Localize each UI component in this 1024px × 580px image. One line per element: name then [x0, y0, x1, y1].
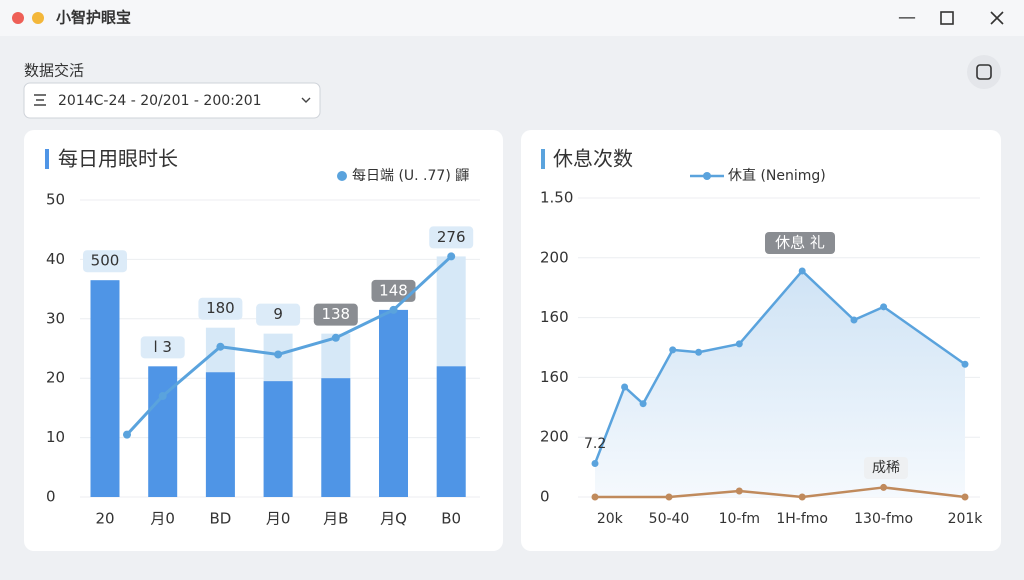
line-point	[274, 350, 283, 359]
annotation: 7.2	[584, 436, 606, 452]
y-tick-label: 40	[46, 250, 65, 268]
title-accent	[541, 149, 545, 169]
callout-box	[864, 457, 908, 479]
line-point	[961, 360, 969, 368]
line-point	[216, 342, 225, 351]
y-tick-label: 200	[540, 428, 569, 446]
callout-box	[313, 303, 358, 326]
x-tick-label: 201k	[948, 511, 984, 527]
line-point	[331, 333, 340, 342]
area	[595, 270, 965, 497]
line-point	[961, 493, 969, 501]
filter-icon	[34, 94, 46, 106]
callout-box	[198, 297, 243, 320]
y-tick-label: 20	[46, 369, 65, 387]
line-point	[735, 487, 743, 495]
close[interactable]	[990, 11, 1004, 25]
callout-box	[140, 336, 185, 359]
y-tick-label: 1.50	[540, 189, 573, 207]
callout: 180	[206, 299, 235, 317]
callout-box	[83, 250, 127, 273]
line-point	[123, 430, 131, 439]
x-tick-label: 月0	[150, 510, 175, 528]
line-point	[880, 483, 888, 491]
line-point	[669, 346, 677, 354]
bar	[321, 378, 351, 497]
x-tick-label: BD	[209, 510, 231, 528]
callout: 148	[379, 281, 408, 299]
legend-label: 每日端 (U. .77) 鼲	[352, 168, 469, 184]
settings-button[interactable]	[967, 55, 1001, 89]
callout-box	[256, 303, 301, 326]
line-point	[735, 340, 743, 348]
callout: 276	[437, 228, 466, 246]
x-tick-label: 130-fmo	[854, 511, 913, 527]
line-point	[158, 392, 167, 401]
bar	[205, 372, 235, 497]
annotation: 成稀	[872, 460, 900, 476]
line-point	[798, 493, 806, 501]
line	[595, 486, 966, 499]
callout-box	[429, 226, 474, 249]
y-tick-label: 0	[46, 488, 56, 506]
x-tick-label: 20	[95, 510, 114, 528]
settings-icon	[976, 64, 992, 80]
y-tick-label: 200	[540, 248, 569, 266]
y-tick-label: 160	[540, 368, 569, 386]
callout: 500	[91, 252, 120, 270]
annotation: 休息 礼	[775, 234, 825, 252]
callout: 138	[321, 305, 350, 323]
line-point	[591, 460, 599, 468]
line-point	[695, 348, 703, 356]
title-accent	[45, 149, 49, 169]
chart-title: 每日用眼时长	[58, 147, 178, 171]
y-tick-label: 30	[46, 309, 65, 327]
callout: l 3	[153, 338, 171, 356]
bar	[90, 280, 120, 497]
legend-marker	[337, 171, 347, 181]
line-point	[880, 303, 888, 311]
min-dot[interactable]	[32, 12, 44, 24]
line-point	[621, 383, 629, 391]
chart-title: 休息次数	[553, 147, 633, 171]
x-tick-label: 月Q	[380, 510, 407, 528]
x-tick-label: 月B	[323, 510, 348, 528]
bar	[263, 381, 293, 497]
x-tick-label: 20k	[597, 511, 624, 527]
line-point	[665, 493, 673, 501]
bar	[436, 366, 466, 497]
close-dot[interactable]	[12, 12, 24, 24]
x-tick-label: B0	[441, 510, 461, 528]
line-point	[389, 305, 398, 314]
line	[593, 269, 966, 464]
date-range[interactable]	[23, 82, 321, 119]
y-tick-label: 0	[540, 488, 550, 506]
line-point	[639, 400, 647, 408]
y-tick-label: 50	[46, 191, 65, 209]
filter-label: 数据交活	[24, 62, 84, 80]
x-tick-label: 1H-fmo	[776, 511, 828, 527]
x-tick-label: 月0	[266, 510, 291, 528]
line-point	[591, 493, 599, 501]
line-point	[798, 267, 806, 275]
y-tick-label: 10	[46, 428, 65, 446]
legend-marker	[703, 172, 711, 180]
dropdown-arrow	[301, 97, 311, 103]
legend-label: 休直 (Nenimg)	[728, 167, 826, 184]
callout: 9	[273, 305, 283, 323]
x-tick-label: 10-fm	[719, 511, 760, 527]
x-tick-label: 50-40	[649, 511, 690, 527]
bar	[379, 309, 408, 497]
window-title: 小智护眼宝	[56, 9, 131, 27]
date-range-text: 2014C-24 - 20/201 - 200:201	[58, 93, 262, 109]
line-point	[850, 316, 858, 324]
callout-box	[765, 232, 835, 254]
callout-box	[371, 279, 416, 302]
maximize[interactable]	[940, 11, 954, 25]
line-point	[447, 252, 456, 261]
title-bar	[0, 0, 1024, 36]
y-tick-label: 160	[540, 308, 569, 326]
minimize[interactable]: —	[898, 7, 916, 28]
